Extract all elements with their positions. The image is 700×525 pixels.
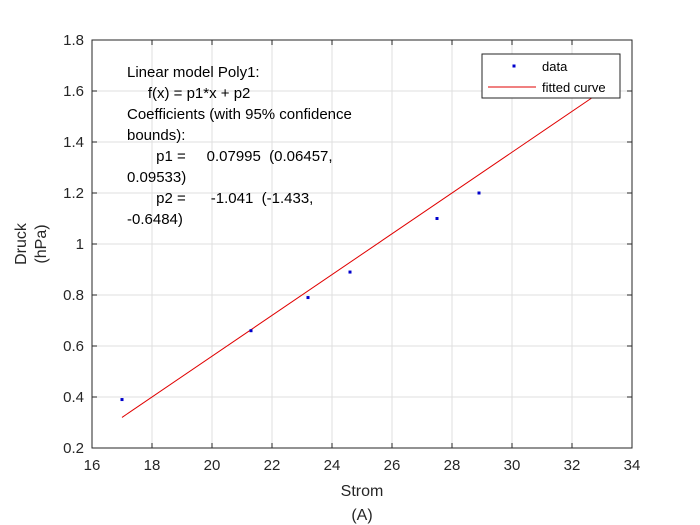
fit-annotation: Linear model Poly1: f(x) = p1*x + p2 Coef… <box>127 64 352 228</box>
annotation-line: -0.6484) <box>127 211 183 228</box>
y-tick-label: 1 <box>76 236 84 253</box>
y-tick-label: 1.4 <box>63 134 84 151</box>
y-tick-label: 1.8 <box>63 32 84 49</box>
x-tick-label: 28 <box>444 457 461 474</box>
x-tick-label: 22 <box>264 457 281 474</box>
x-tick-label: 26 <box>384 457 401 474</box>
data-point <box>249 329 253 333</box>
legend-label: data <box>542 59 568 74</box>
legend-label: fitted curve <box>542 80 606 95</box>
x-tick-label: 18 <box>144 457 161 474</box>
y-tick-label: 0.4 <box>63 389 84 406</box>
data-point <box>435 217 439 220</box>
x-tick-label: 34 <box>624 457 641 474</box>
fitted-curve-line <box>121 90 603 418</box>
legend: data fitted curve <box>481 53 621 99</box>
y-tick-label: 0.2 <box>63 440 84 457</box>
annotation-line: Coefficients (with 95% confidence <box>127 106 352 123</box>
y-tick-label: 1.2 <box>63 185 84 202</box>
data-point <box>348 270 352 274</box>
annotation-line: 0.09533) <box>127 169 186 186</box>
y-tick-label: 1.6 <box>63 83 84 100</box>
x-tick-label: 32 <box>564 457 581 474</box>
y-axis-label: Druck <box>13 222 30 265</box>
annotation-line: p2 = -1.041 (-1.433, <box>127 190 313 207</box>
y-axis-label: (hPa) <box>33 224 50 263</box>
data-point <box>477 191 481 195</box>
data-point <box>306 296 310 300</box>
annotation-line: Linear model Poly1: <box>127 64 260 81</box>
y-tick-label: 0.6 <box>63 338 84 355</box>
annotation-line: f(x) = p1*x + p2 <box>127 85 250 102</box>
x-tick-label: 24 <box>324 457 341 474</box>
x-tick-label: 16 <box>84 457 101 474</box>
x-axis-label: (A) <box>351 507 372 524</box>
ticks: 16 18 20 22 24 26 28 30 32 34 0.2 0.4 0.6 0.8 1 1.2 1.4 1… <box>63 32 640 474</box>
x-tick-label: 20 <box>204 457 221 474</box>
axis-labels: Strom (A) Druck (hPa) <box>13 222 383 524</box>
series-layer <box>120 90 603 418</box>
annotation-line: bounds): <box>127 127 185 144</box>
x-tick-label: 30 <box>504 457 521 474</box>
y-tick-label: 0.8 <box>63 287 84 304</box>
x-axis-label: Strom <box>341 483 384 500</box>
legend-marker-data <box>512 64 516 68</box>
data-point <box>120 398 124 402</box>
annotation-line: p1 = 0.07995 (0.06457, <box>127 148 333 165</box>
legend-box <box>481 53 621 99</box>
